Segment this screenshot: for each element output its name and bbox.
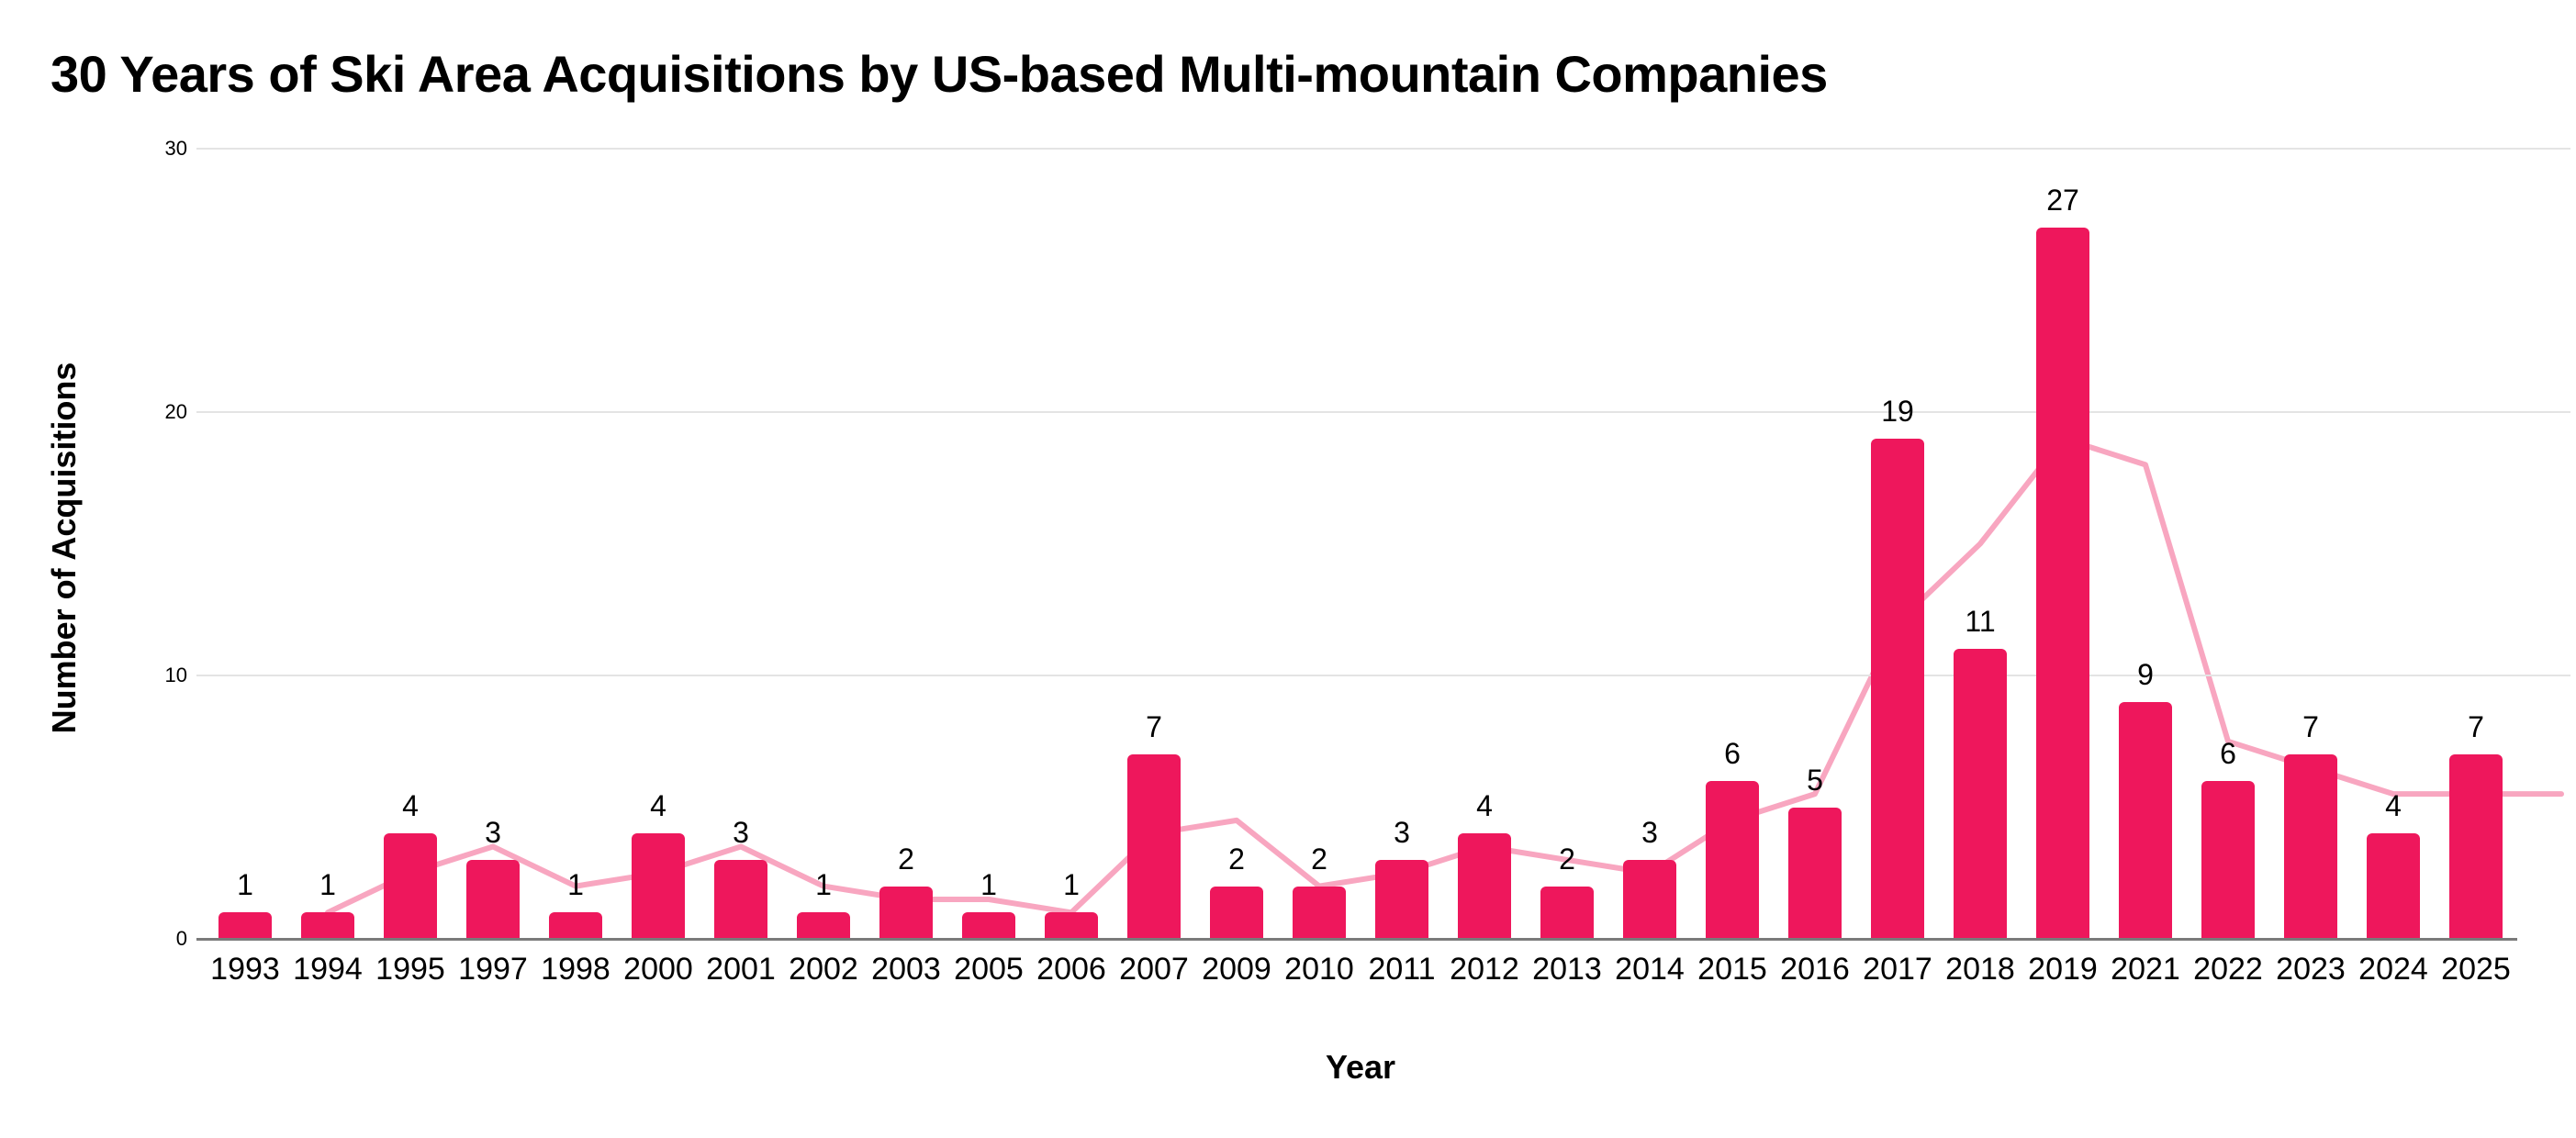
bar-2016 — [1788, 807, 1842, 939]
bar-2001 — [714, 859, 767, 939]
bar-2006 — [1045, 912, 1098, 939]
bar-2019 — [2036, 228, 2089, 939]
bar-value-label-2006: 1 — [1063, 868, 1080, 902]
x-axis-line — [196, 938, 2517, 941]
bar-2000 — [632, 833, 685, 939]
gridline-20 — [196, 411, 2570, 413]
gridline-10 — [196, 675, 2570, 676]
x-tick-label-1998: 1998 — [541, 952, 610, 987]
bar-2025 — [2449, 754, 2503, 939]
bar-value-label-2025: 7 — [2468, 710, 2484, 744]
x-tick-label-1994: 1994 — [293, 952, 363, 987]
bar-1993 — [218, 912, 272, 939]
bar-value-label-2001: 3 — [733, 815, 749, 849]
bar-value-label-2007: 7 — [1146, 710, 1162, 744]
bar-value-label-2009: 2 — [1228, 842, 1245, 876]
gridline-30 — [196, 148, 2570, 150]
x-tick-label-2002: 2002 — [789, 952, 858, 987]
bar-2011 — [1375, 859, 1428, 939]
bar-value-label-2014: 3 — [1641, 815, 1658, 849]
y-tick-label-30: 30 — [164, 137, 187, 160]
x-tick-label-2017: 2017 — [1863, 952, 1932, 987]
x-tick-label-2018: 2018 — [1945, 952, 2015, 987]
x-tick-label-2024: 2024 — [2358, 952, 2428, 987]
bar-2003 — [879, 886, 933, 939]
bar-2018 — [1954, 649, 2007, 939]
x-tick-label-2003: 2003 — [871, 952, 941, 987]
y-tick-label-10: 10 — [164, 664, 187, 686]
bar-2009 — [1210, 886, 1263, 939]
x-tick-label-2016: 2016 — [1780, 952, 1850, 987]
x-tick-label-2015: 2015 — [1697, 952, 1767, 987]
bar-2024 — [2367, 833, 2420, 939]
bar-2023 — [2284, 754, 2337, 939]
x-tick-label-2010: 2010 — [1284, 952, 1354, 987]
bar-value-label-2016: 5 — [1807, 763, 1823, 797]
bar-value-label-2021: 9 — [2137, 657, 2154, 691]
x-tick-label-2005: 2005 — [954, 952, 1024, 987]
bar-2005 — [962, 912, 1015, 939]
bar-2002 — [797, 912, 850, 939]
x-tick-label-2011: 2011 — [1368, 952, 1436, 987]
bar-value-label-2024: 4 — [2385, 789, 2402, 823]
bar-value-label-1997: 3 — [485, 815, 501, 849]
bar-value-label-2011: 3 — [1394, 815, 1410, 849]
bar-value-label-2005: 1 — [980, 868, 997, 902]
bar-value-label-2018: 11 — [1965, 605, 1996, 639]
moving-average-polyline — [325, 435, 2564, 916]
x-tick-label-1997: 1997 — [458, 952, 528, 987]
x-tick-label-2006: 2006 — [1036, 952, 1106, 987]
chart-title: 30 Years of Ski Area Acquisitions by US-… — [50, 45, 1828, 103]
bar-1995 — [384, 833, 437, 939]
x-tick-label-2022: 2022 — [2193, 952, 2263, 987]
bar-2007 — [1127, 754, 1181, 939]
bar-value-label-2023: 7 — [2302, 710, 2319, 744]
bar-value-label-2017: 19 — [1881, 394, 1914, 428]
bar-2014 — [1623, 859, 1676, 939]
bar-1994 — [301, 912, 354, 939]
x-tick-label-2009: 2009 — [1202, 952, 1271, 987]
bar-value-label-1998: 1 — [567, 868, 584, 902]
x-tick-label-2023: 2023 — [2276, 952, 2346, 987]
x-tick-label-2001: 2001 — [706, 952, 776, 987]
y-tick-label-0: 0 — [175, 927, 187, 950]
bar-value-label-2015: 6 — [1724, 736, 1741, 770]
bar-value-label-2013: 2 — [1559, 842, 1575, 876]
bar-2017 — [1871, 438, 1924, 939]
bar-value-label-2012: 4 — [1476, 789, 1493, 823]
bar-2010 — [1293, 886, 1346, 939]
x-tick-label-2013: 2013 — [1532, 952, 1602, 987]
bar-2013 — [1540, 886, 1594, 939]
x-tick-label-2007: 2007 — [1119, 952, 1189, 987]
x-tick-label-2012: 2012 — [1450, 952, 1519, 987]
bar-2012 — [1458, 833, 1511, 939]
bar-1997 — [466, 859, 520, 939]
x-tick-label-2025: 2025 — [2441, 952, 2511, 987]
bar-value-label-1994: 1 — [319, 868, 336, 902]
bar-value-label-2003: 2 — [898, 842, 914, 876]
x-tick-label-2014: 2014 — [1615, 952, 1685, 987]
bar-2015 — [1706, 780, 1759, 939]
bar-2021 — [2119, 701, 2172, 939]
x-axis-title: Year — [1325, 1048, 1396, 1086]
bar-1998 — [549, 912, 602, 939]
x-tick-label-2019: 2019 — [2028, 952, 2098, 987]
x-tick-label-1995: 1995 — [375, 952, 445, 987]
bar-2022 — [2201, 780, 2255, 939]
bar-value-label-2000: 4 — [650, 789, 666, 823]
bar-value-label-1995: 4 — [402, 789, 419, 823]
bar-value-label-2022: 6 — [2220, 736, 2236, 770]
bar-value-label-2002: 1 — [815, 868, 832, 902]
bar-value-label-2010: 2 — [1311, 842, 1327, 876]
x-tick-label-1993: 1993 — [210, 952, 280, 987]
bar-value-label-1993: 1 — [237, 868, 253, 902]
bar-value-label-2019: 27 — [2046, 184, 2079, 218]
y-tick-label-20: 20 — [164, 400, 187, 423]
x-tick-label-2021: 2021 — [2111, 952, 2180, 987]
x-tick-label-2000: 2000 — [623, 952, 693, 987]
